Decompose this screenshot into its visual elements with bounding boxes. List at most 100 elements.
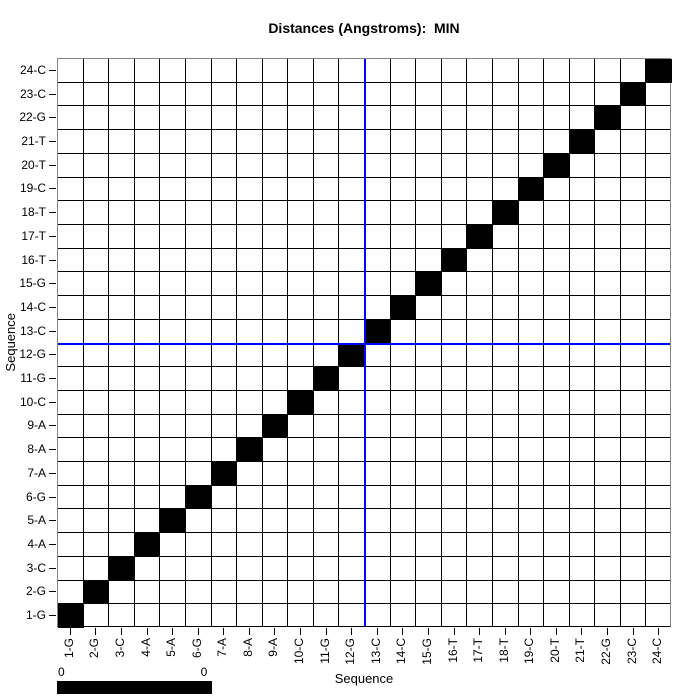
grid-line <box>159 59 160 626</box>
matrix-cell-16-T-16-T[interactable] <box>442 249 467 272</box>
matrix-cell-24-C-24-C[interactable] <box>646 59 672 83</box>
x-tick-label: 10-C <box>292 638 306 665</box>
y-tick-label: 14-C <box>19 300 46 314</box>
colorbar-bar <box>57 681 212 694</box>
x-tick <box>249 628 250 635</box>
matrix-cell-1-G-1-G[interactable] <box>58 604 84 628</box>
matrix-cell-22-G-22-G[interactable] <box>595 106 621 130</box>
matrix-cell-11-G-11-G[interactable] <box>314 367 339 391</box>
matrix-cell-20-T-20-T[interactable] <box>544 154 570 178</box>
grid-line <box>134 59 135 626</box>
y-tick-label: 5-A <box>27 513 46 527</box>
y-tick <box>49 544 56 545</box>
crosshair-vertical-line <box>364 59 366 626</box>
matrix-cell-8-A-8-A[interactable] <box>237 438 263 462</box>
grid-line <box>620 59 621 626</box>
matrix-cell-19-C-19-C[interactable] <box>519 178 544 201</box>
y-tick-label: 6-G <box>25 490 46 504</box>
y-tick-label: 23-C <box>19 87 46 101</box>
y-tick <box>49 473 56 474</box>
y-tick <box>49 260 56 261</box>
matrix-cell-9-A-9-A[interactable] <box>263 415 288 438</box>
plot-title: Distances (Angstroms): MIN <box>268 20 460 36</box>
matrix-cell-2-G-2-G[interactable] <box>84 581 109 604</box>
y-tick <box>49 520 56 521</box>
grid-line <box>569 59 570 626</box>
x-tick-label: 8-A <box>241 638 255 657</box>
matrix-cell-12-G-12-G[interactable] <box>339 344 365 367</box>
matrix-cell-7-A-7-A[interactable] <box>212 462 237 486</box>
y-tick <box>49 378 56 379</box>
x-tick <box>377 628 378 635</box>
y-tick-label: 4-A <box>27 537 46 551</box>
y-tick <box>49 165 56 166</box>
x-tick-label: 12-G <box>343 638 357 665</box>
matrix-cell-6-G-6-G[interactable] <box>186 486 212 509</box>
y-tick-label: 11-G <box>20 371 46 385</box>
x-tick <box>530 628 531 635</box>
x-tick <box>300 628 301 635</box>
matrix-plot-area[interactable] <box>57 58 672 628</box>
matrix-cell-3-C-3-C[interactable] <box>109 557 135 581</box>
x-tick-label: 13-C <box>369 638 383 665</box>
grid-line <box>518 59 519 626</box>
y-tick <box>49 449 56 450</box>
grid-line <box>211 59 212 626</box>
matrix-cell-5-A-5-A[interactable] <box>160 509 186 533</box>
x-tick <box>326 628 327 635</box>
y-tick <box>49 188 56 189</box>
x-tick <box>505 628 506 635</box>
grid-line <box>390 59 391 626</box>
matrix-cell-10-C-10-C[interactable] <box>288 391 314 415</box>
x-tick-label: 6-G <box>190 638 204 659</box>
y-tick <box>49 236 56 237</box>
grid-line <box>594 59 595 626</box>
x-tick-label: 20-T <box>548 638 562 663</box>
matrix-cell-23-C-23-C[interactable] <box>621 83 646 106</box>
matrix-cell-21-T-21-T[interactable] <box>570 130 595 154</box>
matrix-cell-4-A-4-A[interactable] <box>135 533 160 557</box>
x-tick <box>607 628 608 635</box>
matrix-cell-14-C-14-C[interactable] <box>391 296 416 320</box>
y-tick-label: 21-T <box>21 134 46 148</box>
y-tick <box>49 307 56 308</box>
matrix-cell-17-T-17-T[interactable] <box>467 225 493 249</box>
y-tick-label: 1-G <box>25 608 46 622</box>
colorbar-min-label: 0 <box>58 665 65 679</box>
matrix-cell-15-G-15-G[interactable] <box>416 272 442 296</box>
y-axis-ticks: 1-G 2-G 3-C 4-A 5-A 6-G 7-A 8-A 9-A 10-C 11-G 12-G 1… <box>0 58 57 627</box>
x-tick <box>351 628 352 635</box>
y-tick-label: 3-C <box>26 561 46 575</box>
x-tick-label: 2-G <box>87 638 101 659</box>
x-tick <box>633 628 634 635</box>
matrix-cell-13-C-13-C[interactable] <box>365 320 391 344</box>
y-tick-label: 16-T <box>21 253 46 267</box>
x-tick-label: 4-A <box>139 638 153 657</box>
x-tick-label: 16-T <box>446 638 460 663</box>
x-tick-label: 3-C <box>113 638 127 658</box>
x-tick <box>556 628 557 635</box>
grid-line <box>287 59 288 626</box>
matrix-cell-18-T-18-T[interactable] <box>493 201 519 225</box>
x-tick-label: 21-T <box>573 638 587 663</box>
x-tick-label: 15-G <box>420 638 434 665</box>
y-tick <box>49 94 56 95</box>
y-tick-label: 20-T <box>21 158 46 172</box>
grid-line <box>108 59 109 626</box>
y-tick <box>49 212 56 213</box>
y-tick <box>49 70 56 71</box>
y-tick-label: 7-A <box>27 466 46 480</box>
grid-line <box>543 59 544 626</box>
x-tick-label: 1-G <box>62 638 76 659</box>
crosshair-horizontal-line <box>58 343 670 345</box>
x-tick-label: 22-G <box>599 638 613 665</box>
x-tick <box>121 628 122 635</box>
x-tick-label: 19-C <box>522 638 536 665</box>
grid-line <box>645 59 646 626</box>
x-tick <box>658 628 659 635</box>
y-tick <box>49 497 56 498</box>
y-tick <box>49 117 56 118</box>
x-tick <box>70 628 71 635</box>
x-tick-label: 5-A <box>164 638 178 657</box>
